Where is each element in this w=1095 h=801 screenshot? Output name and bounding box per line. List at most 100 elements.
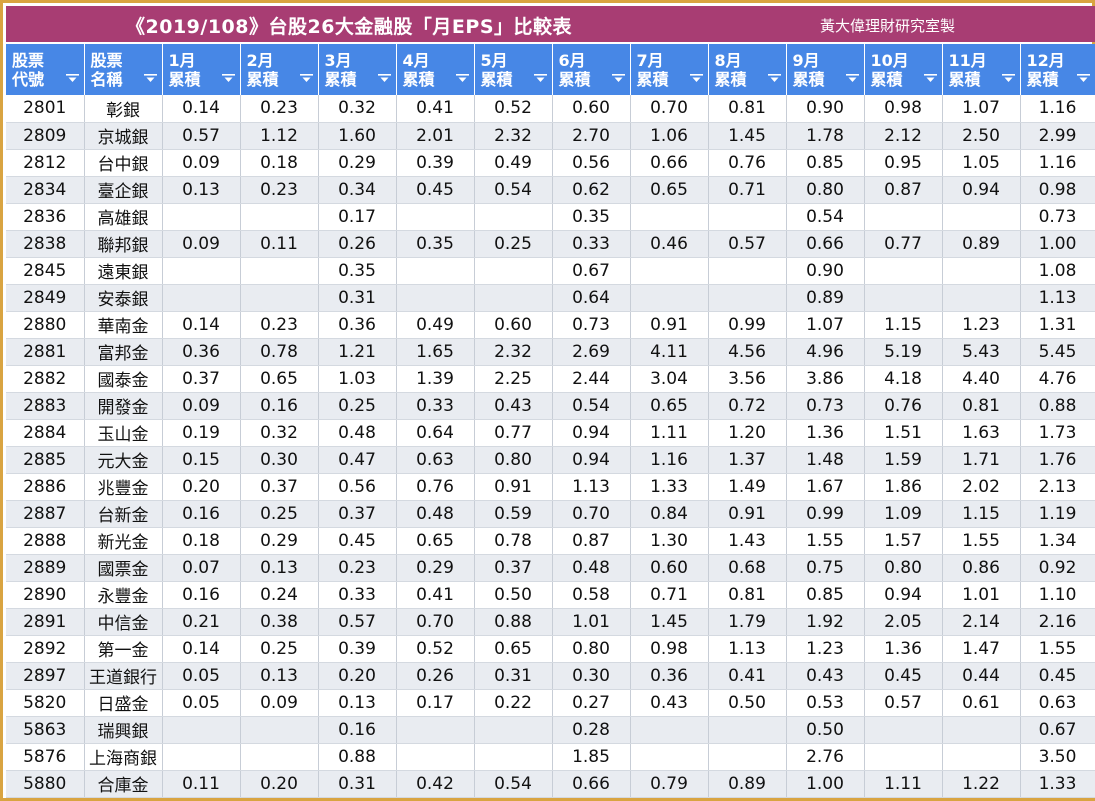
eps-cell-jun[interactable]: 0.30 [552,662,631,690]
eps-cell-jun[interactable]: 0.66 [552,770,631,798]
eps-cell-mar[interactable]: 0.37 [318,500,397,528]
eps-cell-apr[interactable]: 0.52 [396,635,475,663]
eps-cell-jun[interactable]: 1.01 [552,608,631,636]
eps-cell-jul[interactable] [630,203,709,231]
eps-cell-jan[interactable]: 0.16 [162,500,241,528]
eps-cell-jul[interactable]: 0.70 [630,95,709,123]
eps-cell-dec[interactable]: 1.31 [1020,311,1095,339]
eps-cell-jan[interactable]: 0.14 [162,95,241,123]
eps-cell-dec[interactable]: 3.50 [1020,743,1095,771]
eps-cell-nov[interactable]: 1.47 [942,635,1021,663]
eps-cell-nov[interactable] [942,743,1021,771]
eps-cell-mar[interactable]: 0.48 [318,419,397,447]
eps-cell-may[interactable]: 0.37 [474,554,553,582]
eps-cell-may[interactable] [474,257,553,285]
eps-cell-nov[interactable] [942,284,1021,312]
eps-cell-sep[interactable]: 0.89 [786,284,865,312]
eps-cell-sep[interactable]: 3.86 [786,365,865,393]
stock-code-cell[interactable]: 2812 [6,149,85,177]
eps-cell-may[interactable]: 0.25 [474,230,553,258]
eps-cell-jan[interactable]: 0.57 [162,122,241,150]
eps-cell-jun[interactable]: 0.87 [552,527,631,555]
column-header-apr[interactable]: 4月 累積 [396,44,475,95]
eps-cell-aug[interactable]: 1.20 [708,419,787,447]
stock-name-cell[interactable]: 合庫金 [84,770,163,798]
eps-cell-oct[interactable]: 1.51 [864,419,943,447]
eps-cell-feb[interactable]: 0.38 [240,608,319,636]
eps-cell-jun[interactable]: 0.33 [552,230,631,258]
eps-cell-may[interactable]: 0.54 [474,176,553,204]
eps-cell-jul[interactable]: 0.43 [630,689,709,717]
column-header-dec[interactable]: 12月 累積 [1020,44,1095,95]
stock-code-cell[interactable]: 2809 [6,122,85,150]
eps-cell-apr[interactable]: 0.63 [396,446,475,474]
eps-cell-feb[interactable] [240,284,319,312]
eps-cell-jul[interactable]: 0.65 [630,392,709,420]
filter-dropdown-icon[interactable] [767,74,781,83]
eps-cell-apr[interactable]: 0.41 [396,581,475,609]
eps-cell-dec[interactable]: 1.10 [1020,581,1095,609]
eps-cell-apr[interactable]: 0.76 [396,473,475,501]
stock-code-cell[interactable]: 2884 [6,419,85,447]
eps-cell-jul[interactable]: 0.66 [630,149,709,177]
eps-cell-jun[interactable]: 0.70 [552,500,631,528]
eps-cell-sep[interactable]: 0.90 [786,95,865,123]
stock-code-cell[interactable]: 2883 [6,392,85,420]
eps-cell-jan[interactable]: 0.09 [162,230,241,258]
eps-cell-jun[interactable]: 0.60 [552,95,631,123]
stock-code-cell[interactable]: 2880 [6,311,85,339]
column-header-jun[interactable]: 6月 累積 [552,44,631,95]
eps-cell-may[interactable]: 0.59 [474,500,553,528]
eps-cell-apr[interactable]: 0.17 [396,689,475,717]
eps-cell-jun[interactable]: 2.44 [552,365,631,393]
eps-cell-sep[interactable]: 0.85 [786,581,865,609]
eps-cell-apr[interactable] [396,716,475,744]
eps-cell-aug[interactable]: 0.41 [708,662,787,690]
eps-cell-nov[interactable]: 2.14 [942,608,1021,636]
eps-cell-mar[interactable]: 0.16 [318,716,397,744]
eps-cell-dec[interactable]: 0.92 [1020,554,1095,582]
eps-cell-may[interactable]: 0.80 [474,446,553,474]
stock-code-cell[interactable]: 2845 [6,257,85,285]
stock-name-cell[interactable]: 永豐金 [84,581,163,609]
eps-cell-jun[interactable]: 0.35 [552,203,631,231]
eps-cell-jul[interactable]: 0.36 [630,662,709,690]
eps-cell-apr[interactable]: 0.65 [396,527,475,555]
eps-cell-sep[interactable]: 1.36 [786,419,865,447]
column-header-may[interactable]: 5月 累積 [474,44,553,95]
eps-cell-jan[interactable]: 0.37 [162,365,241,393]
eps-cell-jan[interactable]: 0.15 [162,446,241,474]
eps-cell-jul[interactable]: 3.04 [630,365,709,393]
eps-cell-may[interactable]: 0.88 [474,608,553,636]
eps-cell-nov[interactable]: 1.23 [942,311,1021,339]
eps-cell-feb[interactable] [240,257,319,285]
eps-cell-nov[interactable]: 4.40 [942,365,1021,393]
eps-cell-may[interactable]: 2.32 [474,338,553,366]
eps-cell-aug[interactable]: 0.89 [708,770,787,798]
stock-name-cell[interactable]: 上海商銀 [84,743,163,771]
eps-cell-jan[interactable]: 0.09 [162,149,241,177]
eps-cell-jul[interactable]: 0.60 [630,554,709,582]
eps-cell-jan[interactable]: 0.21 [162,608,241,636]
eps-cell-jun[interactable]: 0.67 [552,257,631,285]
eps-cell-jul[interactable]: 0.79 [630,770,709,798]
eps-cell-mar[interactable]: 0.13 [318,689,397,717]
eps-cell-feb[interactable]: 0.23 [240,311,319,339]
eps-cell-nov[interactable]: 1.71 [942,446,1021,474]
eps-cell-jan[interactable]: 0.16 [162,581,241,609]
eps-cell-jul[interactable]: 1.45 [630,608,709,636]
eps-cell-mar[interactable]: 0.47 [318,446,397,474]
eps-cell-nov[interactable]: 1.15 [942,500,1021,528]
filter-dropdown-icon[interactable] [923,74,937,83]
filter-dropdown-icon[interactable] [1076,74,1090,83]
eps-cell-sep[interactable]: 0.90 [786,257,865,285]
eps-cell-dec[interactable]: 1.13 [1020,284,1095,312]
eps-cell-aug[interactable]: 0.71 [708,176,787,204]
eps-cell-dec[interactable]: 1.00 [1020,230,1095,258]
eps-cell-jan[interactable] [162,716,241,744]
eps-cell-feb[interactable]: 0.18 [240,149,319,177]
eps-cell-nov[interactable]: 0.44 [942,662,1021,690]
eps-cell-apr[interactable]: 2.01 [396,122,475,150]
eps-cell-jul[interactable]: 0.91 [630,311,709,339]
eps-cell-feb[interactable] [240,743,319,771]
